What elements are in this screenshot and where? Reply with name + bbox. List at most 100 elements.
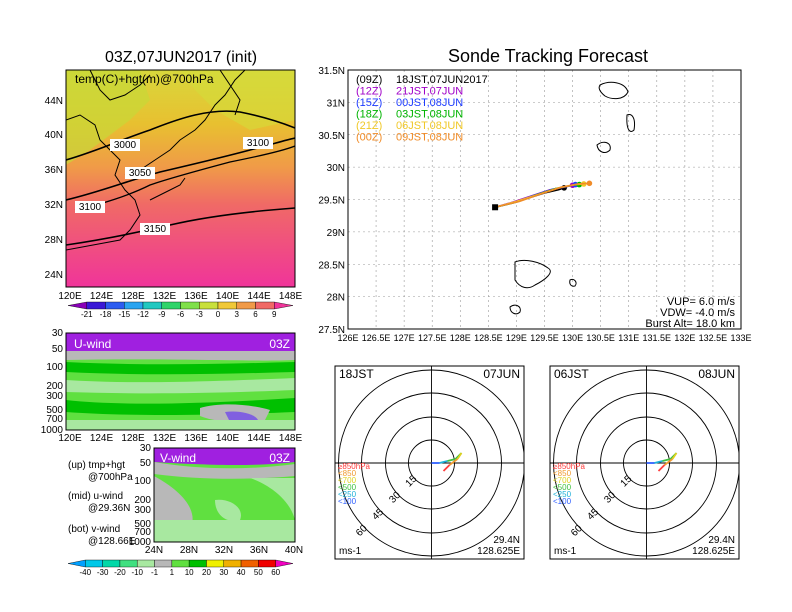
temp-colorbar-label: 3 [235,310,240,319]
contour-label-bg [140,223,170,235]
vwind-pressure-label: 300 [134,505,151,516]
legend-code: (09Z) [356,74,382,86]
temp-colorbar-label: -9 [158,310,166,319]
track-lon-label: 127.5E [418,333,447,343]
uwind-lon-label: 136E [184,433,208,444]
map-lon-labels: 120E 124E 128E 132E 136E 140E 144E 148E [58,291,302,302]
map-lat-label: 28N [45,235,63,246]
legend-code: (12Z) [356,86,382,98]
track-lat-label: 31N [327,98,345,109]
contour-label-bg [110,139,140,151]
vwind-lat-label: 28N [180,545,198,556]
vwind-lat-label: 24N [145,545,163,556]
uwind-lon-label: 148E [279,433,303,444]
wind-colorbar-swatch [240,559,259,568]
temp-colorbar-swatch [67,301,87,310]
hodo-trace [663,458,674,466]
vwind-pressure-label: 500 [134,519,151,530]
panel-notes: (up) tmp+hgt@700hPa (mid) u-wind@29.36N (b… [68,460,136,547]
uwind-pressure-label: 200 [46,381,63,392]
wind-colorbar-swatch [171,559,190,568]
wind-colorbar-swatch [102,559,121,568]
hodo-legend-item: <850 [338,469,357,478]
map-lon-label: 148E [279,291,303,302]
hodo-unit: ms-1 [339,546,362,557]
track-end-point [586,180,593,187]
hodo-lon: 128.625E [477,546,520,557]
wind-colorbar-label: 40 [237,568,246,577]
track-lon-label: 128.5E [474,333,503,343]
wind-colorbar-swatch [258,559,276,568]
track-lat-label: 29N [327,228,345,239]
uwind-lon-label: 132E [153,433,177,444]
track-lon-label: 126.5E [362,333,391,343]
legend-code: (21Z) [356,120,382,132]
hodo-legend-item: <100 [338,497,357,506]
hodo-legend-item: ≥850hPa [338,462,371,471]
hodo-trace [671,452,678,460]
legend-time: 21JST,07JUN [396,86,463,98]
temp-colorbar-label: -15 [118,310,130,319]
uwind-pressure-label: 300 [46,391,63,402]
launch-marker [492,204,499,211]
param-vup: VUP= 6.0 m/s [667,296,736,308]
uwind-pressure-label: 500 [46,405,63,416]
legend-time: 03JST,08JUN [396,109,463,121]
hodo-lat: 29.4N [493,535,520,546]
wind-colorbar-swatch [85,559,103,568]
temp-colorbar-swatch [274,301,294,310]
uwind-lon-label: 140E [216,433,240,444]
note-line1: (up) tmp+hgt [68,460,125,471]
legend-code: (18Z) [356,109,382,121]
uwind-pressure-label: 1000 [41,425,64,436]
track-lat-label: 30N [327,163,345,174]
hodo-legend-item: <850 [553,469,572,478]
contour-label: 3000 [114,140,137,151]
wind-colorbar-swatch [154,559,173,568]
track-lon-label: 130E [562,333,583,343]
contour-label-bg [243,137,273,149]
hodo-frame [334,365,525,560]
hodo-trace [456,452,463,460]
wind-colorbar-swatch [188,559,207,568]
map-lat-label: 44N [45,96,63,107]
contour-label: 3050 [129,168,152,179]
contour-label-bg [75,201,105,213]
uwind-lon-label: 120E [58,433,82,444]
track-lat-label: 28N [327,293,345,304]
track-lat-label: 28.5N [318,260,345,271]
temp-colorbar-swatch [86,301,106,310]
hodo-frame [549,365,740,560]
vwind-pressure-label: 1000 [129,537,152,548]
wind-colorbar-swatch [67,559,86,568]
temp-colorbar-swatch [255,301,275,310]
map-panel [66,70,295,287]
hodo-legend-item: <700 [553,476,572,485]
wind-colorbar-label: -30 [97,568,109,577]
map-lat-label: 36N [45,165,63,176]
wind-colorbar-label: 50 [254,568,263,577]
track-lat-label: 27.5N [318,325,345,336]
map-title: 03Z,07JUN2017 (init) [105,49,257,66]
hodo-lon: 128.625E [692,546,735,557]
temp-colorbar-swatch [180,301,200,310]
vwind-label: V-wind [160,451,196,465]
temp-colorbar-swatch [124,301,144,310]
uwind-pressure-label: 100 [46,362,63,373]
hodo-legend-item: <100 [553,497,572,506]
hodo-trace [654,460,663,464]
contour-label-bg [125,167,155,179]
hodo-top-right: 08JUN [698,367,735,381]
map-lat-label: 40N [45,130,63,141]
wind-colorbar-swatch [275,559,294,568]
track-lon-label: 131.5E [643,333,672,343]
tracking-legend: (09Z) 18JST,07JUN2017 (12Z) 21JST,07JUN (15Z… [356,74,488,144]
track-lon-label: 132.5E [699,333,728,343]
uwind-pressure-label: 700 [46,414,63,425]
legend-time: 06JST,08JUN [396,120,463,132]
note-line1: (mid) u-wind [68,491,123,502]
